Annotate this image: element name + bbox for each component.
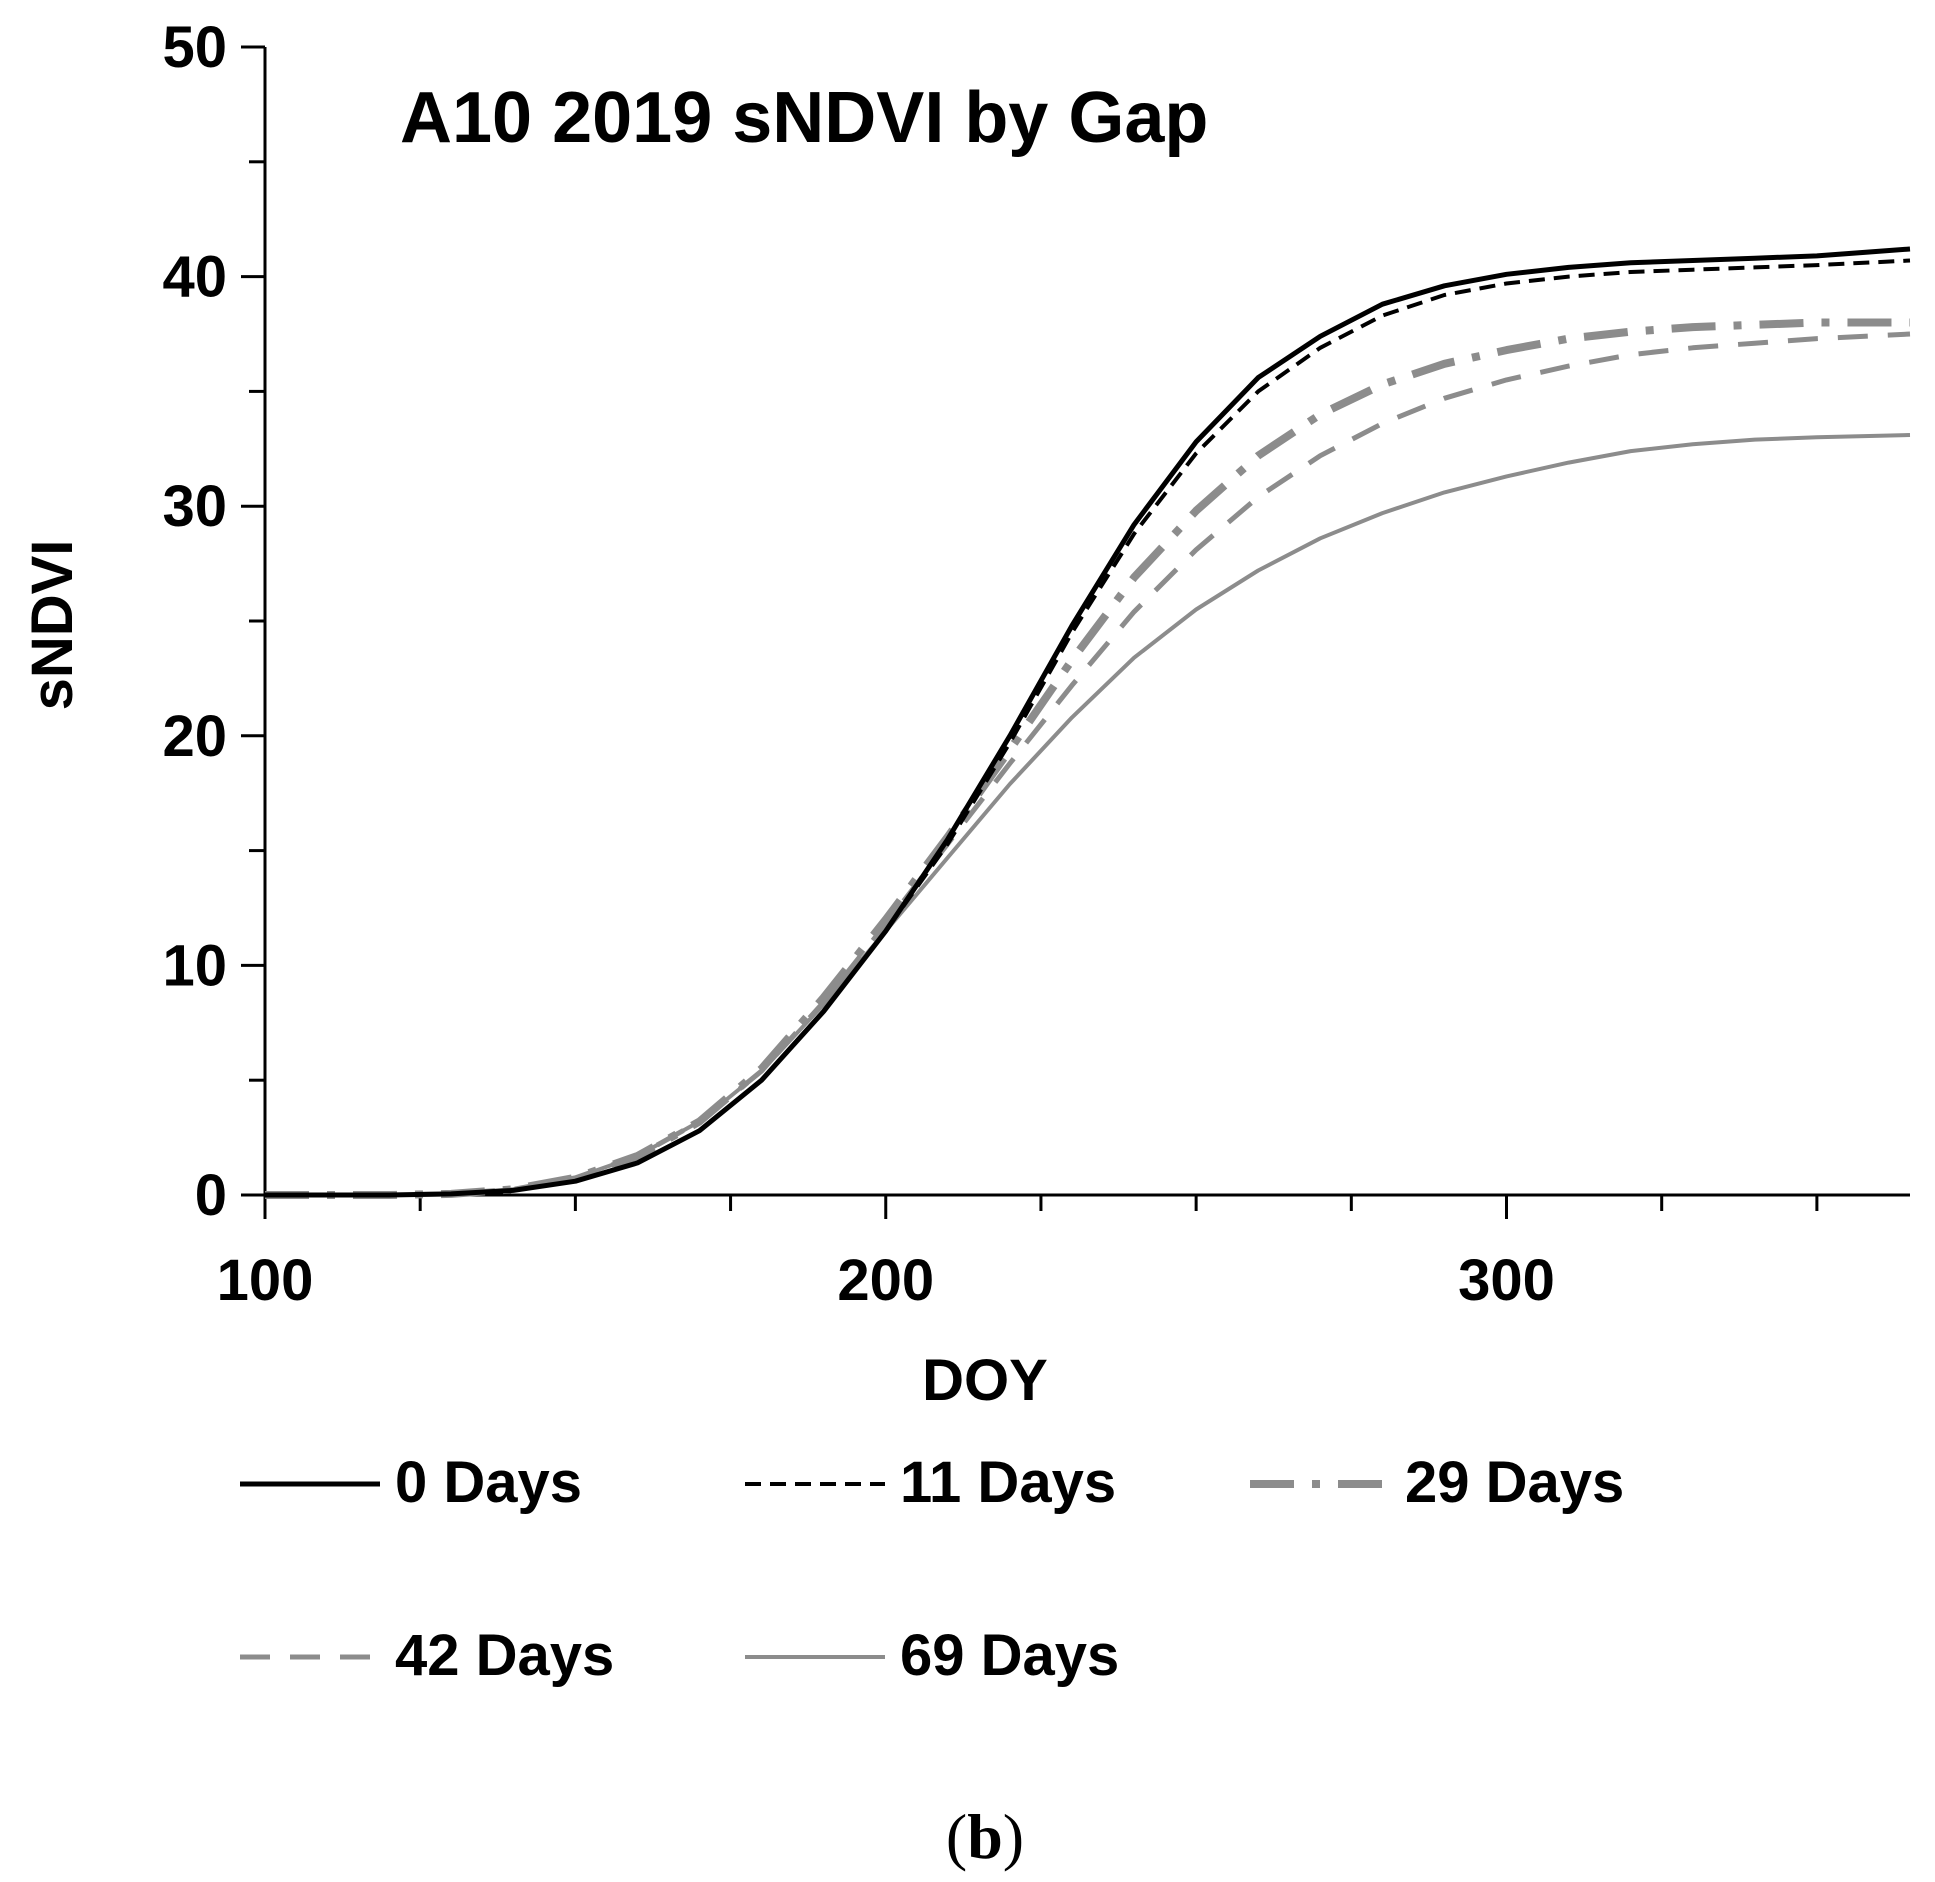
legend-item: 29 Days [1250,1450,1624,1515]
legend-item: 11 Days [745,1450,1116,1515]
y-tick-label: 50 [162,15,227,80]
x-axis-title: DOY [922,1348,1048,1413]
legend-label: 0 Days [395,1450,582,1515]
caption-open-paren: ( [946,1801,967,1872]
legend-label: 11 Days [900,1450,1116,1515]
y-tick-label: 40 [162,245,227,310]
legend-label: 29 Days [1405,1450,1624,1515]
legend-label: 69 Days [900,1623,1119,1688]
y-tick-label: 10 [162,933,227,998]
chart-title: A10 2019 sNDVI by Gap [400,78,1208,158]
legend-label: 42 Days [395,1623,614,1688]
x-tick-label: 100 [217,1248,314,1313]
axes: 0 10 20 30 40 50 100 200 300 [162,15,1910,1313]
series-line-69-days [265,433,1911,1197]
x-tick-label: 300 [1458,1248,1555,1313]
legend-item: 0 Days [240,1450,582,1515]
series-layer [265,246,1911,1199]
y-tick-label: 20 [162,704,227,769]
y-tick-label: 0 [195,1163,227,1228]
legend-item: 69 Days [745,1623,1119,1688]
legend-item: 42 Days [240,1623,614,1688]
legend: 0 Days 11 Days 29 Days 42 Days 69 Days [240,1450,1624,1688]
series-line-29-days [265,318,1910,1199]
x-tick-label: 200 [837,1248,934,1313]
caption-letter: b [967,1801,1003,1872]
figure-caption: (b) [946,1801,1024,1872]
series-line-0-days [265,246,1911,1198]
y-axis-title: sNDVI [20,540,85,711]
series-line-11-days [265,258,1911,1197]
series-line-42-days [265,331,1911,1198]
caption-close-paren: ) [1003,1801,1024,1872]
y-tick-label: 30 [162,474,227,539]
